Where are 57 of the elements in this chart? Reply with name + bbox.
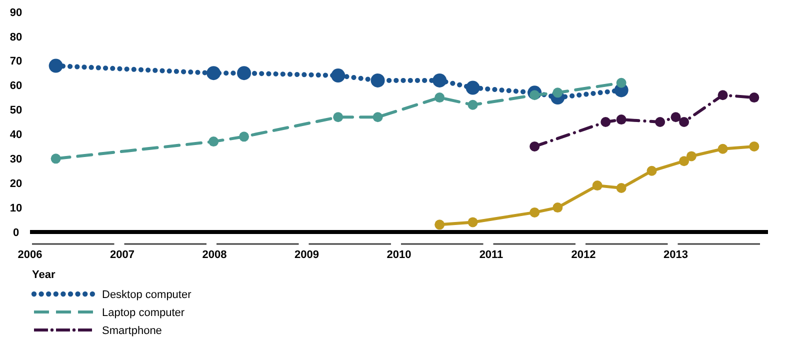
y-tick-label: 10 [10,202,22,214]
point [616,183,626,193]
point [370,73,385,88]
point [718,144,728,154]
point [670,112,681,122]
point [552,202,563,213]
y-tick-label: 40 [10,129,22,142]
point [432,73,447,88]
y-tick-label: 70 [10,56,22,68]
point [331,68,346,83]
point [655,117,666,127]
point [749,92,760,103]
legend-label: Smartphone [102,324,162,337]
point [679,117,690,127]
point [718,90,728,100]
y-tick-label: 80 [10,31,22,44]
y-tick-label: 90 [10,6,22,19]
y-tick-label: 60 [10,80,22,92]
point [530,207,540,218]
x-axis-title: Year [32,269,56,281]
point [333,112,344,122]
point [239,132,250,142]
point [48,58,63,73]
point [592,180,602,191]
point [434,220,445,230]
y-tick-label: 20 [10,178,22,190]
y-tick-label: 0 [12,226,20,239]
point [646,166,657,176]
x-tick-label: 2006 [18,249,42,261]
x-tick-label: 2012 [571,249,596,261]
point [466,80,480,95]
y-tick-label: 50 [10,104,22,117]
point [679,156,690,166]
point [206,66,221,80]
point [600,117,611,127]
legend-label: Laptop computer [102,306,185,319]
point [616,114,626,125]
point [50,154,61,164]
x-tick-label: 2013 [664,249,688,261]
legend-label: Desktop computer [102,288,192,301]
x-tick-label: 2011 [479,249,504,261]
point [552,88,563,98]
x-tick-label: 2010 [386,249,412,261]
point [686,151,696,162]
point [372,112,383,122]
point [749,141,760,152]
point [616,78,626,88]
x-tick-label: 2008 [202,249,227,261]
point [237,66,252,80]
point [530,141,540,152]
point [468,100,478,110]
point [468,217,478,228]
x-tick-label: 2007 [110,249,134,261]
point [434,92,445,103]
y-tick-label: 30 [10,154,22,166]
x-tick-label: 2009 [294,249,319,261]
point [208,136,219,147]
